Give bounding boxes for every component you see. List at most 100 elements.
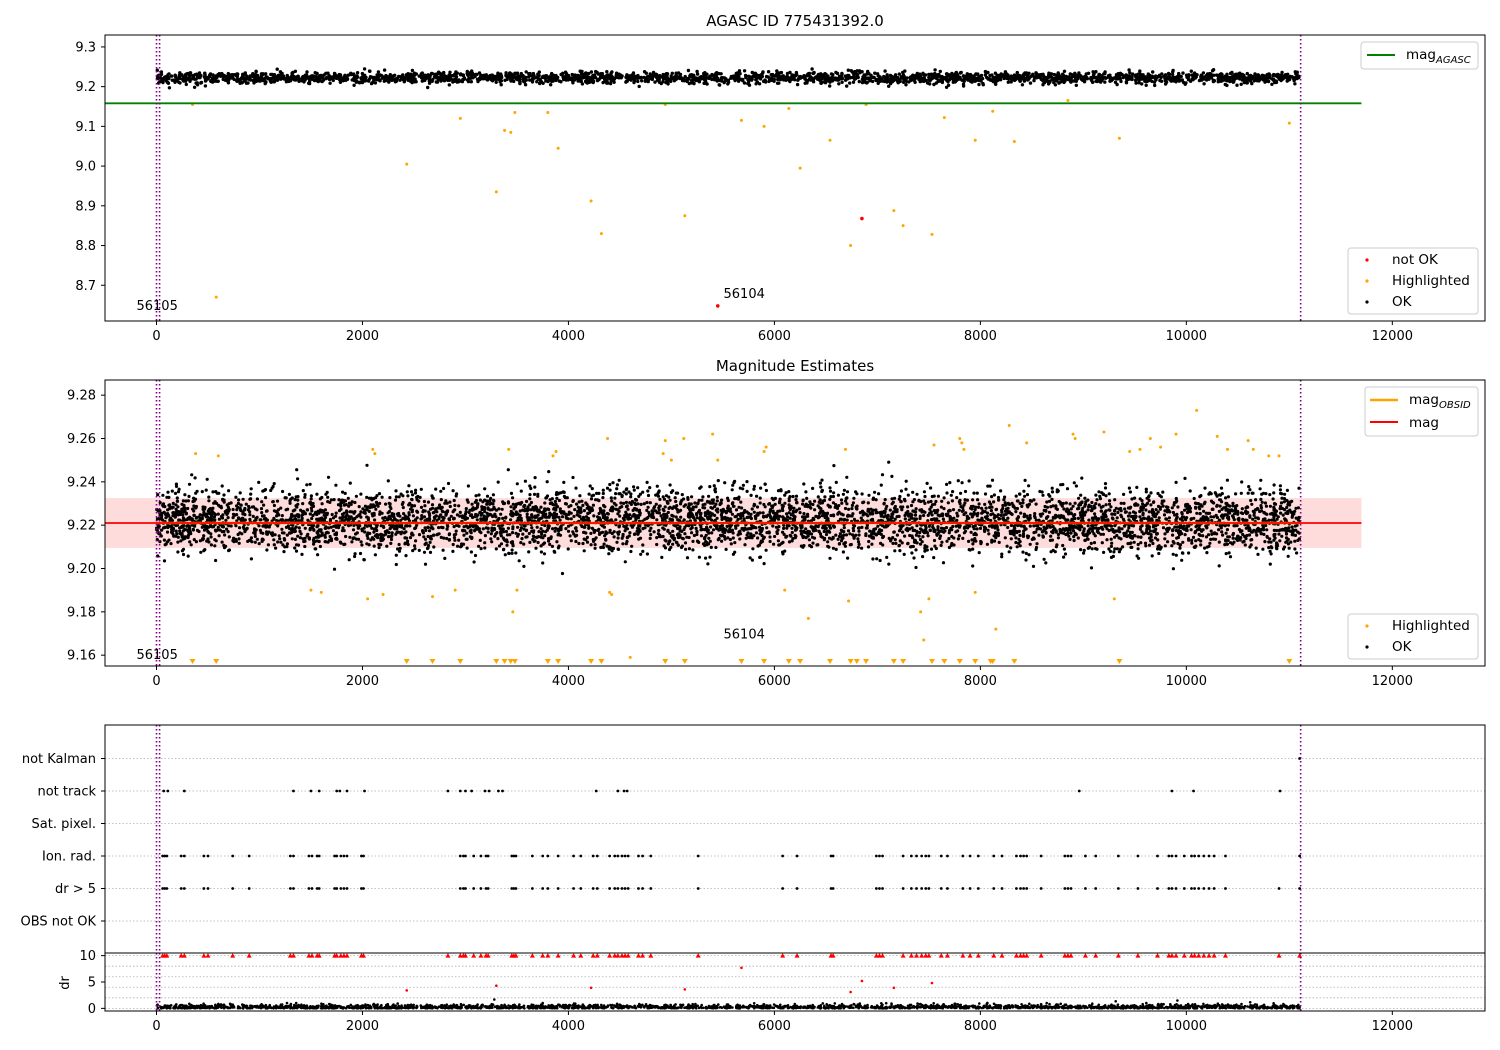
ok-point (542, 552, 547, 556)
ok-point (811, 541, 815, 545)
ok-point (1194, 75, 1198, 79)
ok-point (1105, 538, 1109, 542)
ok-point (823, 76, 828, 81)
ok-point (768, 539, 772, 544)
ok-point (897, 72, 901, 76)
ok-point (950, 71, 954, 76)
ok-point (904, 479, 908, 483)
y-tick-label: 9.0 (75, 160, 96, 175)
ok-point (668, 505, 672, 509)
ok-point (1015, 70, 1019, 75)
ok-point (407, 77, 412, 82)
ok-point (790, 530, 794, 535)
ok-point (988, 77, 992, 81)
ok-point (515, 482, 519, 486)
ok-point (1225, 72, 1229, 77)
ok-point (993, 71, 998, 75)
ok-point (1052, 72, 1057, 77)
ok-point (1226, 495, 1230, 499)
ok-point (1062, 76, 1067, 81)
y-tick-label: 8.7 (75, 279, 96, 294)
ok-point (187, 76, 191, 81)
highlighted-point (214, 295, 218, 299)
ok-point (612, 80, 616, 84)
ok-point (1287, 77, 1292, 82)
ok-point (832, 491, 836, 495)
highlighted-point (1012, 139, 1016, 143)
ok-point (355, 76, 359, 80)
ok-point (500, 507, 504, 511)
ok-point (276, 508, 280, 512)
ok-point (244, 502, 248, 506)
ok-point (1239, 82, 1243, 87)
ok-point (1183, 476, 1187, 480)
ok-point (1242, 76, 1246, 81)
ok-point (899, 75, 903, 79)
ok-point (1153, 83, 1157, 88)
ok-point (213, 544, 217, 548)
ok-point (668, 531, 672, 535)
ok-point (445, 527, 449, 531)
ok-point (424, 77, 428, 81)
ok-point (684, 547, 688, 551)
ok-point (1045, 500, 1049, 504)
ok-point (1171, 552, 1175, 556)
ok-point (914, 533, 919, 537)
ok-point (343, 73, 347, 78)
ok-point (279, 540, 283, 544)
ok-point (388, 73, 392, 77)
ok-point (1080, 476, 1084, 480)
ok-point (275, 75, 279, 80)
highlighted-point (513, 110, 517, 114)
ok-point (989, 509, 994, 513)
ok-point (485, 74, 489, 79)
ok-point (883, 69, 887, 73)
ok-point (220, 530, 224, 534)
ok-point (1264, 523, 1268, 528)
ok-point (996, 513, 1000, 517)
ok-point (643, 79, 647, 83)
ok-point (507, 551, 511, 556)
ok-point (930, 74, 934, 79)
ok-point (497, 524, 501, 528)
ok-point (173, 74, 177, 78)
ok-point (863, 80, 867, 84)
ok-point (717, 83, 722, 87)
ok-point (777, 81, 781, 85)
ok-point (967, 479, 971, 483)
ok-point (631, 71, 636, 75)
ok-point (528, 493, 532, 497)
ok-point (972, 539, 976, 543)
ok-point (217, 491, 221, 495)
ok-point (505, 75, 509, 79)
ok-point (1024, 76, 1029, 81)
ok-point (788, 70, 792, 75)
ok-point (904, 83, 908, 87)
ok-point (326, 495, 330, 499)
ok-point (794, 498, 798, 502)
ok-point (1247, 78, 1251, 82)
ok-point (528, 484, 532, 488)
ok-point (560, 73, 564, 77)
ok-point (1096, 75, 1100, 79)
ok-point (790, 73, 794, 77)
ok-point (1051, 525, 1055, 529)
ok-point (412, 73, 417, 77)
ok-point (564, 76, 568, 80)
ok-point (989, 513, 993, 517)
ok-point (269, 80, 273, 84)
ok-point (746, 81, 750, 86)
ok-point (831, 546, 836, 550)
ok-point (452, 498, 456, 503)
ok-point (674, 71, 678, 75)
ok-point (901, 72, 905, 77)
ok-point (169, 74, 174, 78)
ok-point (619, 501, 623, 505)
ok-point (791, 77, 795, 81)
ok-point (251, 514, 255, 519)
ok-point (1035, 542, 1039, 546)
highlighted-point (798, 166, 802, 170)
ok-point (1022, 79, 1027, 83)
ok-point (703, 71, 707, 75)
